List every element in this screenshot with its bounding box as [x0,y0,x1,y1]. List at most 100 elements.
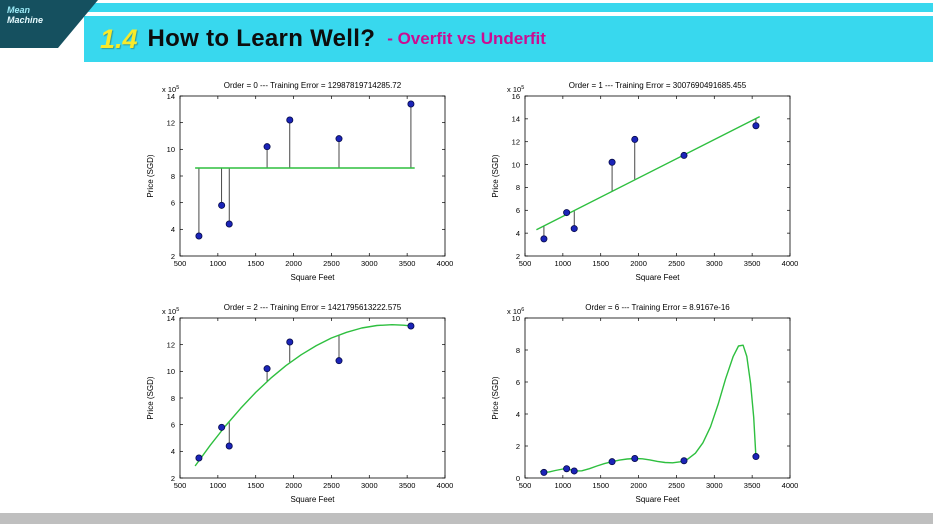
data-point [407,322,415,330]
x-axis-label: Square Feet [290,495,335,504]
page-subtitle: - Overfit vs Underfit [387,29,546,48]
x-tick-label: 2500 [323,259,340,268]
data-point [335,135,343,143]
logo-text-line2: Machine [7,15,44,25]
axes-box [179,317,446,479]
y-tick-label: 6 [171,420,175,429]
x-tick-label: 1000 [555,481,572,490]
plot-order-0: 500 1000 1500 2000 2500 3000 3500 4000 2 4 6 8 10 12 1… [140,78,470,290]
y-tick-label: 12 [512,138,520,147]
data-point [335,357,343,365]
chart-svg: 500 1000 1500 2000 2500 3000 3500 4000 2 4 6 8 10 12 1… [146,303,454,504]
chart-title: Order = 6 --- Training Error = 8.9167e-1… [585,303,730,312]
x-tick-label: 2000 [285,481,302,490]
y-tick-label: 0 [516,474,520,483]
x-tick-label: 2500 [668,259,685,268]
x-tick-label: 2500 [668,481,685,490]
x-tick-label: 4000 [782,481,799,490]
data-point [570,467,578,475]
y-tick-label: 6 [516,206,520,215]
x-tick-label: 1500 [592,481,609,490]
x-tick-label: 4000 [437,481,454,490]
data-point [286,116,294,124]
footer-bar [0,513,933,524]
y-axis-label: Price (SGD) [491,376,500,419]
chart-svg: 500 1000 1500 2000 2500 3000 3500 4000 0 2 4 6 8 10 Or… [491,303,799,504]
x-tick-label: 3500 [744,259,761,268]
y-tick-label: 10 [167,367,175,376]
title-band: 1.4 How to Learn Well? - Overfit vs Unde… [84,16,933,62]
x-axis-label: Square Feet [290,273,335,282]
y-tick-label: 2 [516,252,520,261]
y-tick-label: 6 [171,198,175,207]
y-axis-label: Price (SGD) [491,154,500,197]
y-tick-label: 2 [171,252,175,261]
y-tick-label: 4 [171,225,175,234]
x-tick-label: 1500 [592,259,609,268]
y-tick-label: 14 [167,92,175,101]
y-tick-label: 4 [516,410,520,419]
data-point [286,338,294,346]
y-tick-label: 14 [512,115,520,124]
y-tick-label: 16 [512,92,520,101]
x-tick-label: 4000 [782,259,799,268]
x-tick-label: 1000 [555,259,572,268]
chart-title: Order = 0 --- Training Error = 129878197… [224,81,402,90]
data-point [563,209,571,217]
x-axis-label: Square Feet [635,495,680,504]
data-point [608,158,616,166]
y-tick-label: 10 [512,160,520,169]
x-tick-label: 3000 [706,259,723,268]
y-tick-label: 14 [167,314,175,323]
y-tick-label: 8 [516,346,520,355]
y-tick-label: 4 [516,229,520,238]
data-point [608,458,616,466]
y-tick-label: 8 [171,394,175,403]
x-tick-label: 1000 [210,481,227,490]
data-point [752,453,760,461]
x-tick-label: 2000 [630,481,647,490]
x-tick-label: 2000 [630,259,647,268]
data-point [570,225,578,233]
y-tick-label: 2 [171,474,175,483]
chart-title: Order = 2 --- Training Error = 142179561… [224,303,402,312]
x-tick-label: 500 [174,481,187,490]
y-tick-label: 12 [167,118,175,127]
x-tick-label: 4000 [437,259,454,268]
x-tick-label: 1500 [247,259,264,268]
data-point [540,235,548,243]
data-point [680,151,688,159]
x-tick-label: 1500 [247,481,264,490]
y-axis-label: Price (SGD) [146,376,155,419]
data-point [225,442,233,450]
data-point [195,454,203,462]
data-point [407,100,415,108]
header-strip [26,3,933,12]
logo-text-line1: Mean [7,5,31,15]
x-tick-label: 3000 [706,481,723,490]
axis-exponent-label: x 105 [162,307,179,316]
x-tick-label: 3500 [744,481,761,490]
x-tick-label: 500 [519,259,532,268]
section-number: 1.4 [100,23,138,54]
x-tick-label: 500 [519,481,532,490]
axis-exponent-label: x 105 [162,85,179,94]
data-point [218,201,226,209]
y-tick-label: 10 [512,314,520,323]
y-tick-label: 4 [171,447,175,456]
x-tick-label: 1000 [210,259,227,268]
plot-order-1: 500 1000 1500 2000 2500 3000 3500 4000 2 4 6 8 10 12 1… [485,78,815,290]
axis-exponent-label: x 105 [507,85,524,94]
x-tick-label: 2500 [323,481,340,490]
y-tick-label: 8 [516,183,520,192]
data-point [631,454,639,462]
data-point [195,232,203,240]
chart-title: Order = 1 --- Training Error = 300769049… [569,81,747,90]
data-point [631,135,639,143]
y-tick-label: 2 [516,442,520,451]
data-point [263,143,271,151]
x-tick-label: 3500 [399,481,416,490]
x-tick-label: 2000 [285,259,302,268]
data-point [540,468,548,476]
